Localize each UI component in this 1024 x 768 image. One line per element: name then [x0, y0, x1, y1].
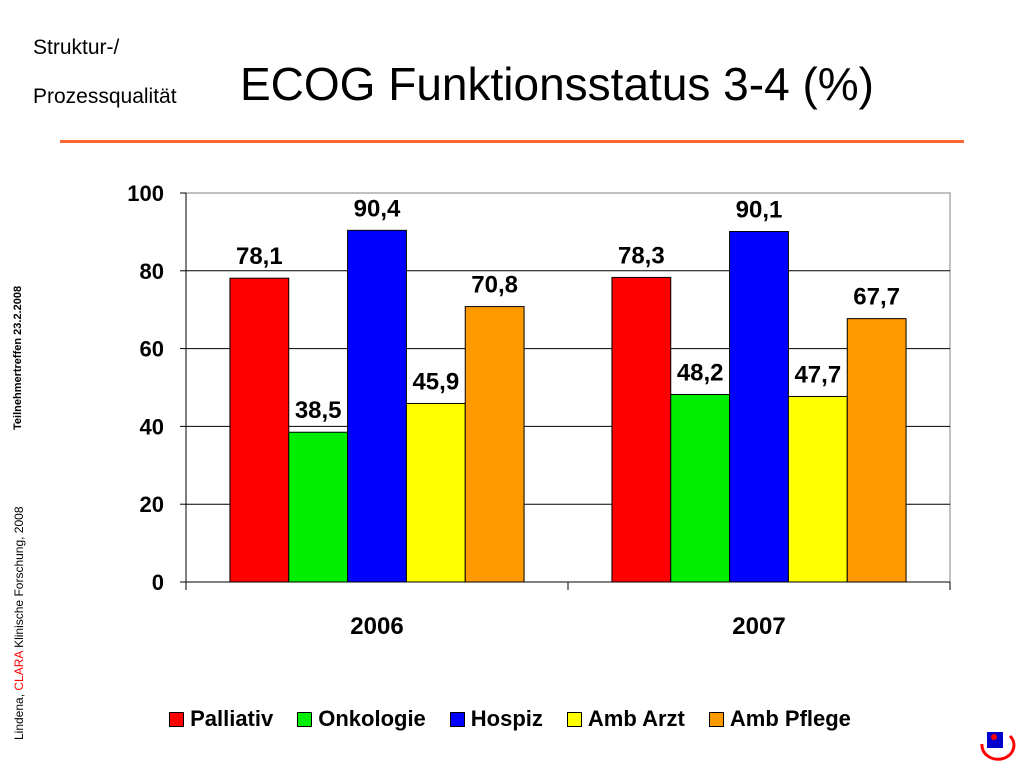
legend-swatch — [566, 711, 582, 727]
legend-item: Amb Arzt — [566, 706, 685, 732]
y-tick-label: 80 — [140, 259, 164, 284]
y-tick-label: 20 — [140, 492, 164, 517]
clara-logo-icon — [980, 732, 1016, 761]
bar — [729, 231, 789, 583]
x-category-label: 2006 — [350, 613, 403, 640]
legend-swatch — [169, 711, 185, 727]
title-divider — [60, 140, 964, 143]
data-label: 48,2 — [677, 360, 724, 387]
bar — [347, 229, 407, 583]
y-tick-label: 40 — [140, 414, 164, 439]
bar — [846, 318, 907, 583]
legend-item: Onkologie — [297, 706, 426, 732]
legend-item: Amb Pflege — [708, 706, 851, 732]
y-tick-label: 60 — [140, 337, 164, 362]
bar — [464, 306, 525, 583]
data-label: 70,8 — [471, 272, 518, 299]
data-label: 47,7 — [794, 361, 841, 388]
bar-chart: 0 20 40 60 80 100 2006 78,1 38,5 90,4 45,9 70,8 2007… — [127, 181, 951, 640]
y-tick-label: 100 — [127, 181, 164, 206]
bar — [405, 402, 466, 583]
legend-item: Palliativ — [169, 706, 273, 732]
data-label: 78,1 — [236, 243, 283, 270]
legend-label: Amb Pflege — [729, 706, 851, 731]
legend-swatch — [708, 711, 724, 727]
slide-title: ECOG Funktionsstatus 3-4 (%) — [240, 58, 874, 110]
chart-legend: Palliativ Onkologie Hospiz Amb Arzt Amb Pfle… — [80, 704, 940, 734]
bar — [670, 394, 731, 583]
section-subtitle-line2: Prozessqualität — [33, 85, 177, 108]
bar — [787, 395, 848, 583]
legend-label: Hospiz — [470, 706, 543, 731]
data-label: 90,4 — [354, 195, 401, 222]
legend-label: Onkologie — [318, 706, 426, 731]
y-tick-label: 0 — [152, 570, 164, 595]
legend-swatch — [297, 711, 313, 727]
legend-item: Hospiz — [449, 706, 543, 732]
data-label: 45,9 — [412, 368, 459, 395]
bar — [229, 277, 290, 583]
data-label: 38,5 — [295, 397, 342, 424]
data-label: 67,7 — [853, 284, 900, 311]
bar — [288, 431, 349, 583]
legend-label: Palliativ — [190, 706, 274, 731]
bar — [611, 276, 672, 583]
data-label: 78,3 — [618, 242, 665, 269]
section-subtitle-line1: Struktur-/ — [33, 36, 120, 59]
x-category-label: 2007 — [732, 613, 785, 640]
legend-swatch — [449, 711, 465, 727]
legend-label: Amb Arzt — [587, 706, 685, 731]
data-label: 90,1 — [736, 197, 783, 224]
